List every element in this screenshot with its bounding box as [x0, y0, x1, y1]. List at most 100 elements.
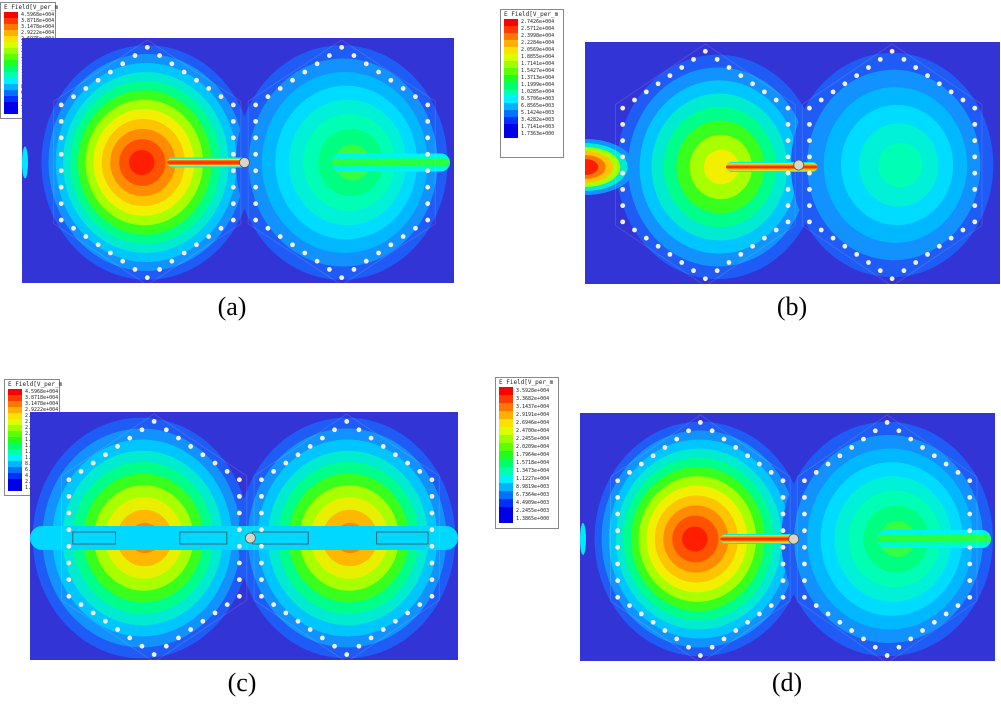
legend-value: 1.1999e+004: [521, 82, 555, 88]
via-hole: [218, 225, 224, 231]
via-hole: [66, 477, 72, 483]
via-hole: [785, 170, 791, 176]
via-hole: [425, 201, 431, 207]
via-hole: [972, 186, 978, 192]
via-hole: [884, 653, 890, 658]
via-hole: [896, 428, 902, 434]
caption-b: (b): [776, 292, 808, 321]
legend-swatch: [499, 507, 513, 515]
via-hole: [66, 527, 72, 533]
via-hole: [780, 494, 786, 500]
legend-row: 1.8855e+004: [504, 54, 564, 61]
via-hole: [58, 102, 64, 108]
legend-row: 8.9819e+003: [499, 483, 559, 491]
via-hole: [691, 268, 696, 274]
field-plot-a: [22, 38, 454, 283]
via-hole: [896, 644, 902, 650]
via-hole: [236, 527, 242, 533]
via-hole: [726, 260, 732, 265]
via-hole: [936, 81, 942, 87]
legend-value: 3.3682e+004: [516, 396, 550, 402]
legend-value: 1.7141e+004: [521, 61, 555, 67]
via-hole: [181, 250, 187, 256]
via-hole: [761, 235, 767, 241]
legend-row: 2.0569e+004: [504, 47, 564, 54]
field-contour: [331, 159, 450, 166]
via-hole: [785, 121, 791, 127]
via-hole: [265, 94, 271, 100]
legend-swatch: [504, 26, 518, 33]
legend-swatch: [4, 42, 18, 48]
via-hole: [429, 577, 435, 583]
via-hole: [849, 628, 855, 633]
via-hole: [802, 511, 807, 517]
via-hole: [802, 478, 807, 484]
via-hole: [144, 44, 150, 50]
legend-value: 2.2455e+003: [516, 508, 550, 514]
legend-swatch: [4, 72, 18, 78]
cavity-outline: [60, 413, 248, 660]
legend-value: 3.8718e+004: [25, 395, 59, 401]
via-hole: [425, 217, 431, 223]
via-hole: [259, 527, 264, 533]
via-hole: [236, 510, 242, 516]
via-hole: [344, 419, 350, 424]
via-hole: [429, 477, 435, 483]
legend-swatch: [4, 102, 18, 108]
coupling-post: [245, 532, 256, 544]
legend-swatch: [504, 75, 518, 82]
via-hole: [908, 636, 914, 642]
legend-value: 6.8565e+003: [521, 103, 555, 109]
via-hole: [120, 258, 126, 264]
via-hole: [943, 611, 949, 617]
legend-swatch: [504, 68, 518, 75]
cavity-outline: [609, 414, 791, 661]
legend-swatch: [8, 407, 22, 413]
legend-swatch: [499, 387, 513, 395]
legend-swatch: [8, 431, 22, 437]
via-hole: [188, 444, 194, 449]
legend-swatch: [499, 443, 513, 451]
via-hole: [139, 427, 145, 433]
via-hole: [290, 242, 295, 248]
legend-row: 1.7141e+003: [504, 124, 564, 131]
via-hole: [66, 577, 72, 583]
via-hole: [807, 138, 812, 144]
via-hole: [405, 610, 411, 616]
legend-swatch: [504, 124, 518, 131]
microstrip-line: [72, 531, 116, 545]
legend-value: 4.5968e+004: [21, 12, 55, 18]
via-hole: [58, 184, 64, 190]
via-hole: [259, 477, 264, 483]
via-hole: [253, 151, 259, 157]
legend-swatch: [8, 449, 22, 455]
via-hole: [691, 56, 696, 62]
via-hole: [733, 445, 739, 450]
via-hole: [363, 61, 369, 67]
legend-row: 5.1424e+003: [504, 110, 564, 117]
legend-swatch: [499, 419, 513, 427]
legend-row: 1.1227e+004: [499, 475, 559, 483]
via-hole: [709, 428, 715, 434]
legend-row: 3.3682e+004: [499, 395, 559, 403]
field-contour: [22, 146, 28, 179]
via-hole: [780, 594, 786, 600]
via-hole: [674, 436, 680, 442]
legend-d: E Field[V_per_m 3.5928e+004 3.3682e+004 3.…: [495, 377, 559, 529]
legend-swatch: [504, 47, 518, 54]
via-hole: [967, 578, 973, 584]
via-hole: [785, 138, 791, 144]
via-hole: [807, 170, 812, 176]
via-hole: [702, 276, 708, 282]
via-hole: [920, 628, 925, 633]
via-hole: [802, 528, 807, 534]
via-hole: [363, 258, 369, 264]
legend-swatch: [8, 467, 22, 473]
via-hole: [413, 94, 418, 100]
via-hole: [108, 250, 113, 256]
via-hole: [271, 468, 277, 474]
legend-row: 3.1478e+004: [8, 401, 68, 407]
via-hole: [236, 543, 242, 549]
via-hole: [376, 69, 381, 75]
via-hole: [58, 201, 64, 207]
